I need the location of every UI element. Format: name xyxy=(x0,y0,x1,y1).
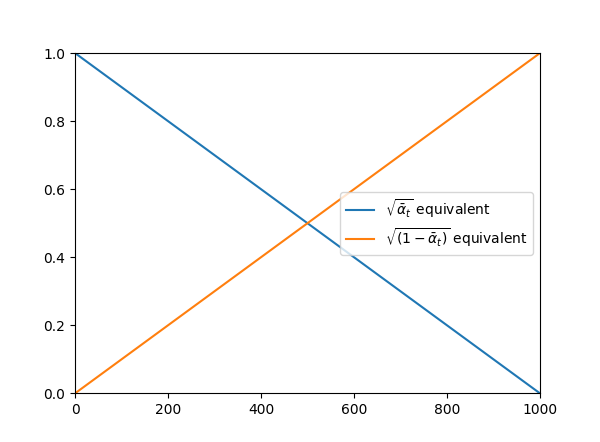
Legend: $\sqrt{\bar{\alpha}_t}$ equivalent, $\sqrt{(1-\bar{\alpha}_t)}$ equivalent: $\sqrt{\bar{\alpha}_t}$ equivalent, $\sq… xyxy=(340,192,533,255)
$\sqrt{(1-\bar{\alpha}_t)}$ equivalent xyxy=(434,126,441,131)
$\sqrt{\bar{\alpha}_t}$ equivalent xyxy=(442,322,449,327)
$\sqrt{(1-\bar{\alpha}_t)}$ equivalent xyxy=(391,157,398,162)
$\sqrt{\bar{\alpha}_t}$ equivalent xyxy=(391,284,398,290)
$\sqrt{(1-\bar{\alpha}_t)}$ equivalent xyxy=(119,356,126,361)
$\sqrt{\bar{\alpha}_t}$ equivalent xyxy=(434,316,441,321)
$\sqrt{\bar{\alpha}_t}$ equivalent xyxy=(276,200,283,206)
$\sqrt{\bar{\alpha}_t}$ equivalent xyxy=(259,188,266,193)
$\sqrt{\bar{\alpha}_t}$ equivalent xyxy=(71,50,79,56)
Line: $\sqrt{(1-\bar{\alpha}_t)}$ equivalent: $\sqrt{(1-\bar{\alpha}_t)}$ equivalent xyxy=(75,53,540,393)
$\sqrt{(1-\bar{\alpha}_t)}$ equivalent xyxy=(442,119,449,125)
$\sqrt{(1-\bar{\alpha}_t)}$ equivalent xyxy=(71,391,79,396)
$\sqrt{(1-\bar{\alpha}_t)}$ equivalent xyxy=(276,241,283,246)
$\sqrt{(1-\bar{\alpha}_t)}$ equivalent xyxy=(536,50,544,56)
$\sqrt{\bar{\alpha}_t}$ equivalent xyxy=(536,391,544,396)
$\sqrt{\bar{\alpha}_t}$ equivalent xyxy=(119,85,126,91)
Line: $\sqrt{\bar{\alpha}_t}$ equivalent: $\sqrt{\bar{\alpha}_t}$ equivalent xyxy=(75,53,540,393)
$\sqrt{(1-\bar{\alpha}_t)}$ equivalent xyxy=(259,253,266,259)
